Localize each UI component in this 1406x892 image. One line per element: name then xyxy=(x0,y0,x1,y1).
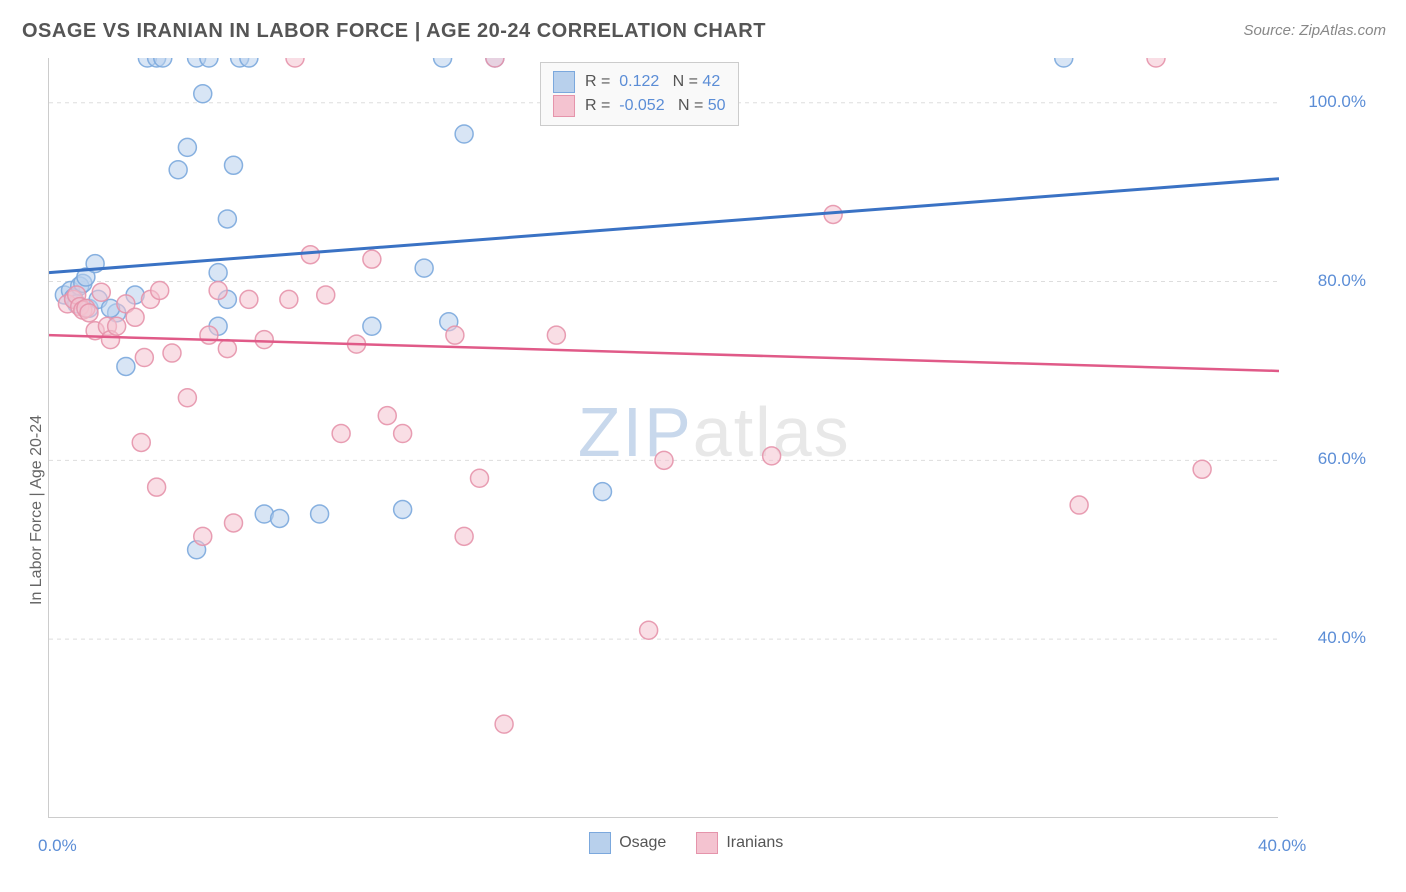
legend-swatch xyxy=(589,832,611,854)
y-tick-label: 40.0% xyxy=(1296,628,1366,648)
scatter-point-iranians xyxy=(547,326,565,344)
scatter-point-iranians xyxy=(255,331,273,349)
scatter-point-iranians xyxy=(455,527,473,545)
x-axis-min-label: 0.0% xyxy=(38,836,77,856)
scatter-point-iranians xyxy=(209,281,227,299)
legend-swatch xyxy=(696,832,718,854)
scatter-point-iranians xyxy=(163,344,181,362)
scatter-point-iranians xyxy=(446,326,464,344)
scatter-point-osage xyxy=(271,509,289,527)
y-tick-label: 80.0% xyxy=(1296,271,1366,291)
legend-correlation-box: R = 0.122 N = 42 R = -0.052 N = 50 xyxy=(540,62,739,126)
scatter-point-iranians xyxy=(317,286,335,304)
scatter-point-iranians xyxy=(151,281,169,299)
scatter-point-iranians xyxy=(135,349,153,367)
scatter-point-iranians xyxy=(471,469,489,487)
scatter-point-osage xyxy=(394,501,412,519)
scatter-point-iranians xyxy=(80,304,98,322)
scatter-point-iranians xyxy=(286,58,304,67)
scatter-point-iranians xyxy=(363,250,381,268)
plot-svg xyxy=(49,58,1279,818)
legend-item: Iranians xyxy=(696,832,783,854)
scatter-point-iranians xyxy=(640,621,658,639)
scatter-point-osage xyxy=(594,483,612,501)
scatter-point-osage xyxy=(209,264,227,282)
scatter-point-iranians xyxy=(200,326,218,344)
scatter-point-osage xyxy=(194,85,212,103)
scatter-point-iranians xyxy=(495,715,513,733)
legend-row: R = -0.052 N = 50 xyxy=(553,95,726,117)
scatter-point-osage xyxy=(178,138,196,156)
scatter-point-iranians xyxy=(92,283,110,301)
plot-area: ZIPatlas xyxy=(48,58,1278,818)
scatter-point-iranians xyxy=(394,425,412,443)
legend-swatch xyxy=(553,95,575,117)
scatter-point-iranians xyxy=(178,389,196,407)
scatter-point-osage xyxy=(225,156,243,174)
scatter-point-osage xyxy=(117,357,135,375)
scatter-point-iranians xyxy=(240,290,258,308)
x-axis-max-label: 40.0% xyxy=(1258,836,1306,856)
scatter-point-osage xyxy=(363,317,381,335)
scatter-point-osage xyxy=(311,505,329,523)
scatter-point-iranians xyxy=(280,290,298,308)
legend-series-box: Osage Iranians xyxy=(589,832,783,854)
scatter-point-iranians xyxy=(148,478,166,496)
scatter-point-iranians xyxy=(301,246,319,264)
scatter-point-iranians xyxy=(132,433,150,451)
scatter-point-iranians xyxy=(126,308,144,326)
scatter-point-iranians xyxy=(486,58,504,67)
legend-label: Iranians xyxy=(726,834,783,852)
legend-text: R = -0.052 N = 50 xyxy=(585,97,726,115)
scatter-point-osage xyxy=(415,259,433,277)
legend-text: R = 0.122 N = 42 xyxy=(585,73,720,91)
scatter-point-iranians xyxy=(218,340,236,358)
scatter-point-iranians xyxy=(763,447,781,465)
scatter-point-iranians xyxy=(1070,496,1088,514)
scatter-point-iranians xyxy=(655,451,673,469)
legend-label: Osage xyxy=(619,834,666,852)
scatter-point-iranians xyxy=(332,425,350,443)
chart-title: OSAGE VS IRANIAN IN LABOR FORCE | AGE 20… xyxy=(22,20,766,43)
chart-container: OSAGE VS IRANIAN IN LABOR FORCE | AGE 20… xyxy=(0,0,1406,892)
legend-swatch xyxy=(553,71,575,93)
scatter-point-iranians xyxy=(225,514,243,532)
scatter-point-osage xyxy=(169,161,187,179)
y-tick-label: 100.0% xyxy=(1296,92,1366,112)
legend-item: Osage xyxy=(589,832,666,854)
scatter-point-iranians xyxy=(378,407,396,425)
scatter-point-iranians xyxy=(194,527,212,545)
source-label: Source: ZipAtlas.com xyxy=(1243,22,1386,39)
legend-row: R = 0.122 N = 42 xyxy=(553,71,726,93)
scatter-point-osage xyxy=(1055,58,1073,67)
y-axis-label: In Labor Force | Age 20-24 xyxy=(28,415,46,605)
scatter-point-iranians xyxy=(1147,58,1165,67)
scatter-point-osage xyxy=(218,210,236,228)
y-tick-label: 60.0% xyxy=(1296,449,1366,469)
scatter-point-iranians xyxy=(108,317,126,335)
scatter-point-osage xyxy=(434,58,452,67)
scatter-point-iranians xyxy=(1193,460,1211,478)
scatter-point-osage xyxy=(455,125,473,143)
